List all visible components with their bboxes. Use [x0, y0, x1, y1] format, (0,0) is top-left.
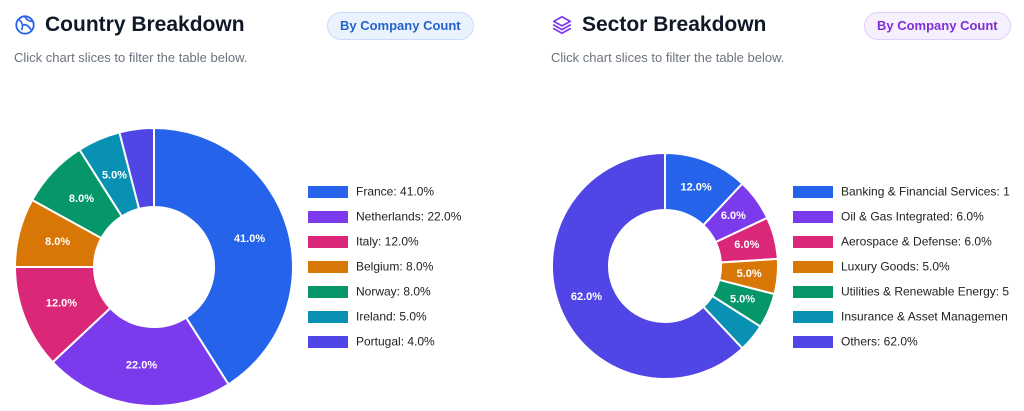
country-slice-labels: 41.0% 22.0% 12.0% 8.0% 8.0% 5.0% — [45, 170, 265, 372]
country-legend-swatch — [308, 261, 348, 273]
country-legend-swatch — [308, 336, 348, 348]
country-legend-item-france[interactable]: France: 41.0% — [308, 185, 434, 199]
sector-legend-item-aerospace-defense[interactable]: Aerospace & Defense: 6.0% — [793, 235, 992, 249]
sector-legend-item-oil-gas-integrated[interactable]: Oil & Gas Integrated: 6.0% — [793, 210, 984, 224]
sector-breakdown-panel: Sector Breakdown By Company Count Click … — [537, 0, 1024, 411]
sector-legend-label: Aerospace & Defense: 6.0% — [841, 235, 992, 249]
country-legend-item-belgium[interactable]: Belgium: 8.0% — [308, 260, 434, 274]
sector-slice-label-aerospace-defense: 6.0% — [734, 239, 759, 251]
sector-slices — [551, 151, 779, 380]
sector-legend-label: Utilities & Renewable Energy: 5 — [841, 285, 1009, 299]
sector-legend-label: Banking & Financial Services: 1 — [841, 185, 1010, 199]
country-legend-item-netherlands[interactable]: Netherlands: 22.0% — [308, 210, 462, 224]
sector-legend-swatch — [793, 311, 833, 323]
country-slice-netherlands[interactable] — [51, 306, 230, 407]
sector-slice-label-oil-gas-integrated: 6.0% — [721, 210, 746, 222]
country-legend-label: Portugal: 4.0% — [356, 335, 435, 349]
sector-subtitle: Click chart slices to filter the table b… — [551, 50, 785, 65]
country-slice-label-france: 41.0% — [234, 233, 265, 245]
country-legend-swatch — [308, 186, 348, 198]
country-slice-label-netherlands: 22.0% — [126, 360, 157, 372]
country-subtitle: Click chart slices to filter the table b… — [14, 50, 248, 65]
sector-legend-swatch — [793, 236, 833, 248]
sector-legend-label: Insurance & Asset Managemen — [841, 310, 1008, 324]
country-legend-label: France: 41.0% — [356, 185, 434, 199]
sector-slice-label-luxury-goods: 5.0% — [737, 268, 762, 280]
country-slice-label-norway: 8.0% — [69, 193, 94, 205]
country-slice-label-belgium: 8.0% — [45, 236, 70, 248]
country-breakdown-panel: Country Breakdown By Company Count Click… — [13, 12, 506, 407]
sector-donut-chart: 12.0% 6.0% 6.0% 5.0% 5.0% 62.0% Banking & Fina… — [551, 151, 1010, 380]
sector-legend-swatch — [793, 286, 833, 298]
sector-slice-label-others: 62.0% — [571, 291, 602, 303]
sector-legend-swatch — [793, 211, 833, 223]
country-legend-swatch — [308, 311, 348, 323]
country-legend-label: Belgium: 8.0% — [356, 260, 434, 274]
country-legend-swatch — [308, 211, 348, 223]
sector-legend-label: Others: 62.0% — [841, 335, 918, 349]
sector-legend-item-banking-financial-services[interactable]: Banking & Financial Services: 1 — [793, 185, 1010, 199]
country-legend-item-portugal[interactable]: Portugal: 4.0% — [308, 335, 435, 349]
sector-legend-label: Oil & Gas Integrated: 6.0% — [841, 210, 984, 224]
country-slice-label-italy: 12.0% — [46, 298, 77, 310]
country-legend-label: Netherlands: 22.0% — [356, 210, 462, 224]
sector-legend-item-luxury-goods[interactable]: Luxury Goods: 5.0% — [793, 260, 950, 274]
sector-metric-badge[interactable]: By Company Count — [864, 12, 1011, 40]
country-legend-item-norway[interactable]: Norway: 8.0% — [308, 285, 431, 299]
sector-slice-labels: 12.0% 6.0% 6.0% 5.0% 5.0% 62.0% — [571, 181, 762, 305]
sector-legend-swatch — [793, 261, 833, 273]
country-legend-label: Ireland: 5.0% — [356, 310, 427, 324]
country-header: Country Breakdown By Company Count — [14, 12, 506, 40]
country-donut-chart: 41.0% 22.0% 12.0% 8.0% 8.0% 5.0% France: 41.0%… — [13, 126, 462, 407]
sector-slice-others[interactable] — [551, 151, 744, 380]
country-legend-swatch — [308, 236, 348, 248]
sector-slice-label-utilities-renewable-energy: 5.0% — [730, 293, 755, 305]
country-legend-swatch — [308, 286, 348, 298]
sector-title: Sector Breakdown — [582, 13, 767, 36]
sector-legend: Banking & Financial Services: 1 Oil & Gas… — [793, 185, 1010, 349]
sector-legend-item-utilities-renewable-energy[interactable]: Utilities & Renewable Energy: 5 — [793, 285, 1009, 299]
country-legend: France: 41.0% Netherlands: 22.0% Italy: 12… — [308, 185, 462, 349]
country-legend-label: Italy: 12.0% — [356, 235, 419, 249]
sector-header: Sector Breakdown By Company Count — [551, 12, 1011, 40]
country-slices — [13, 126, 294, 407]
country-slice-label-ireland: 5.0% — [102, 170, 127, 182]
sector-legend-item-insurance-asset-management[interactable]: Insurance & Asset Managemen — [793, 310, 1008, 324]
sector-legend-swatch — [793, 336, 833, 348]
country-legend-item-italy[interactable]: Italy: 12.0% — [308, 235, 419, 249]
sector-slice-label-banking-financial-services: 12.0% — [681, 181, 712, 193]
country-legend-label: Norway: 8.0% — [356, 285, 431, 299]
country-slice-portugal[interactable] — [118, 126, 155, 211]
country-title: Country Breakdown — [45, 13, 245, 36]
layers-icon — [552, 15, 572, 35]
country-metric-badge[interactable]: By Company Count — [327, 12, 474, 40]
sector-legend-label: Luxury Goods: 5.0% — [841, 260, 950, 274]
sector-legend-swatch — [793, 186, 833, 198]
country-legend-item-ireland[interactable]: Ireland: 5.0% — [308, 310, 427, 324]
sector-legend-item-others[interactable]: Others: 62.0% — [793, 335, 918, 349]
globe-icon — [15, 15, 35, 35]
